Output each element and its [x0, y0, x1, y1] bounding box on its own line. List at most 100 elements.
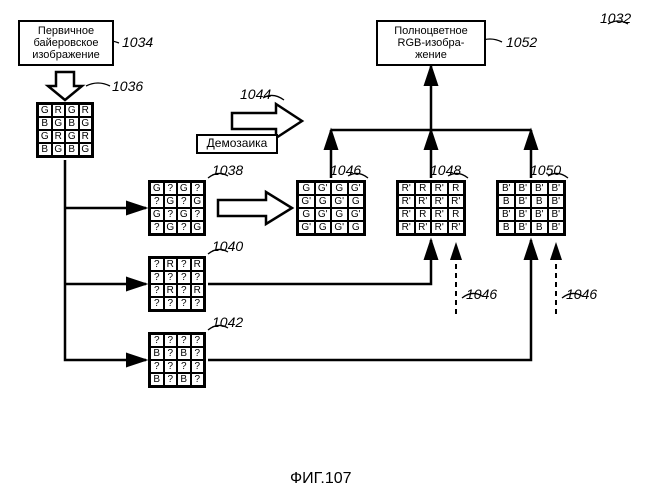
grid-cell: G: [150, 182, 164, 195]
grid-cell: ?: [164, 334, 178, 347]
grid-cell: B: [531, 195, 548, 208]
ref-dash2: 1046: [566, 286, 597, 302]
ref-rout: 1048: [430, 162, 461, 178]
grid-cell: ?: [164, 373, 178, 386]
demosaic-text: Демозаика: [207, 136, 268, 150]
grid-cell: ?: [177, 284, 191, 297]
grid-cell: G: [150, 208, 164, 221]
ref-main: 1032: [600, 10, 631, 26]
grid-cell: R: [79, 130, 93, 143]
grid-cell: G: [177, 182, 191, 195]
grid-cell: R': [431, 221, 448, 234]
grid-cell: G: [315, 221, 332, 234]
grid-cell: B': [515, 182, 532, 195]
grid-cell: G: [348, 221, 365, 234]
ref-rsplit: 1040: [212, 238, 243, 254]
grid-cell: ?: [191, 182, 205, 195]
grid-cell: G: [331, 208, 348, 221]
grid-cell: R: [448, 182, 465, 195]
grid-cell: ?: [177, 334, 191, 347]
input-box: Первичное байеровское изображение: [18, 20, 114, 66]
grid-cell: B': [548, 208, 565, 221]
grid-cell: R': [431, 182, 448, 195]
grid-cell: G: [298, 208, 315, 221]
grid-cell: ?: [191, 297, 205, 310]
grid-cell: B': [498, 182, 515, 195]
grid-cell: G: [177, 208, 191, 221]
ref-gsplit: 1038: [212, 162, 243, 178]
grid-cell: B: [498, 221, 515, 234]
grid-cell: R': [415, 221, 432, 234]
output-box-text: Полноцветное RGB-изобра- жение: [382, 25, 480, 61]
grid-cell: R': [398, 208, 415, 221]
grid-cell: G': [331, 221, 348, 234]
grid-bayer: GRGRBGBGGRGRBGBG: [36, 102, 94, 158]
grid-cell: G: [38, 130, 52, 143]
grid-cell: R': [398, 195, 415, 208]
ref-demos: 1044: [240, 86, 271, 102]
ref-bout: 1050: [530, 162, 561, 178]
grid-cell: ?: [191, 360, 205, 373]
grid-cell: ?: [164, 208, 178, 221]
grid-r-out: R'RR'RR'R'R'R'R'RR'RR'R'R'R': [396, 180, 466, 236]
figure-label: ФИГ.107: [290, 470, 352, 488]
demosaic-box: Демозаика: [196, 134, 278, 154]
grid-cell: B': [515, 221, 532, 234]
grid-cell: ?: [177, 195, 191, 208]
grid-cell: G': [298, 221, 315, 234]
grid-cell: ?: [164, 297, 178, 310]
grid-cell: G: [65, 130, 79, 143]
grid-cell: B: [531, 221, 548, 234]
grid-cell: B': [548, 221, 565, 234]
grid-cell: R': [448, 195, 465, 208]
grid-cell: G: [164, 195, 178, 208]
grid-cell: B: [38, 143, 52, 156]
grid-cell: B: [38, 117, 52, 130]
grid-g-out: GG'GG'G'GG'GGG'GG'G'GG'G: [296, 180, 366, 236]
grid-cell: G: [191, 221, 205, 234]
grid-cell: G: [52, 117, 66, 130]
grid-cell: G': [348, 182, 365, 195]
grid-cell: ?: [150, 360, 164, 373]
grid-cell: B: [150, 347, 164, 360]
grid-cell: ?: [191, 334, 205, 347]
ref-dash1: 1046: [466, 286, 497, 302]
grid-cell: ?: [164, 182, 178, 195]
grid-cell: ?: [177, 360, 191, 373]
grid-cell: R': [448, 221, 465, 234]
grid-cell: G: [348, 195, 365, 208]
grid-cell: G: [331, 182, 348, 195]
grid-cell: ?: [150, 271, 164, 284]
grid-cell: R: [79, 104, 93, 117]
ref-arrowin: 1036: [112, 78, 143, 94]
grid-cell: B': [515, 195, 532, 208]
grid-cell: B': [498, 208, 515, 221]
grid-cell: G: [79, 117, 93, 130]
ref-input: 1034: [122, 34, 153, 50]
output-box: Полноцветное RGB-изобра- жение: [376, 20, 486, 66]
grid-cell: R: [415, 208, 432, 221]
grid-cell: R: [52, 104, 66, 117]
arrow-input-to-bayer: [48, 72, 82, 100]
grid-cell: B: [65, 117, 79, 130]
grid-cell: G': [348, 208, 365, 221]
grid-cell: R: [191, 258, 205, 271]
grid-cell: ?: [150, 195, 164, 208]
grid-cell: ?: [164, 360, 178, 373]
grid-cell: ?: [177, 221, 191, 234]
grid-r-split: ?R?R?????R?R????: [148, 256, 206, 312]
grid-cell: G': [315, 208, 332, 221]
grid-cell: R': [398, 221, 415, 234]
grid-cell: G': [331, 195, 348, 208]
grid-cell: ?: [150, 297, 164, 310]
grid-cell: G: [164, 221, 178, 234]
grid-cell: B: [177, 347, 191, 360]
grid-cell: ?: [150, 334, 164, 347]
grid-cell: B': [531, 208, 548, 221]
grid-cell: B': [515, 208, 532, 221]
connectors: [0, 0, 661, 500]
grid-cell: ?: [177, 271, 191, 284]
ref-gout: 1046: [330, 162, 361, 178]
grid-cell: G': [298, 195, 315, 208]
grid-cell: R: [415, 182, 432, 195]
